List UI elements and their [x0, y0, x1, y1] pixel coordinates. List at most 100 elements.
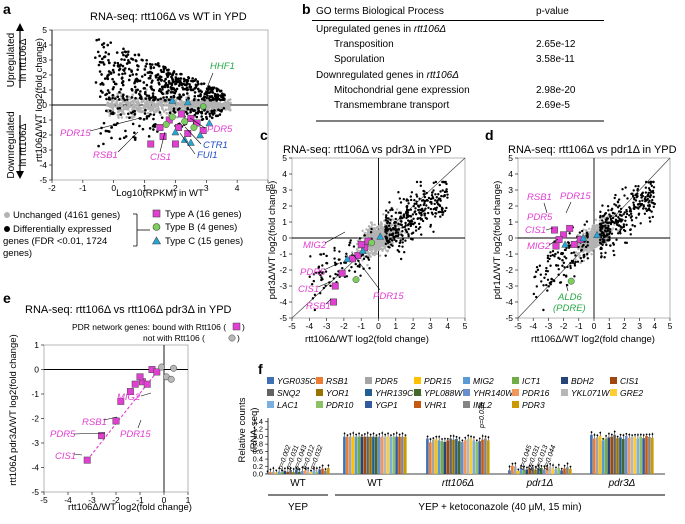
diff-dot: [98, 54, 101, 58]
diff-dot: [166, 83, 170, 87]
diff-dot: [417, 208, 420, 212]
diff-dot: [649, 182, 652, 186]
diff-dot: [539, 273, 543, 276]
diff-dot: [147, 114, 151, 118]
diff-dot: [389, 237, 392, 241]
diff-dot: [189, 87, 192, 91]
diff-dot: [184, 78, 187, 82]
diff-dot: [159, 68, 163, 72]
diff-dot: [645, 209, 649, 213]
diff-dot: [392, 236, 396, 240]
unchanged-dot: [596, 224, 599, 228]
type-a-point: [570, 240, 578, 248]
diff-dot: [604, 230, 607, 233]
diff-dot: [152, 98, 155, 102]
legend-swatch: [316, 401, 323, 408]
diff-dot: [359, 274, 362, 277]
diff-dot: [624, 186, 627, 189]
diff-dot: [111, 96, 114, 100]
diff-dot: [126, 53, 130, 56]
f-rep-dot: [292, 468, 295, 470]
diff-dot: [196, 82, 200, 86]
d-gene-rsb1: RSB1: [527, 192, 552, 203]
diff-dot: [434, 208, 438, 212]
diff-dot: [426, 211, 430, 215]
diff-dot: [370, 227, 373, 231]
diff-dot: [325, 254, 328, 258]
unchanged-dot: [187, 104, 191, 108]
f-y-tick-label: 1.2: [253, 425, 263, 434]
f-bar: [269, 472, 272, 474]
diff-dot: [407, 233, 410, 236]
y-tick-label: -3: [39, 145, 47, 155]
diff-dot: [559, 281, 563, 284]
up-label-line1: Upregulated: [6, 33, 17, 87]
diff-dot: [394, 221, 397, 224]
c-rsb1-leader: [325, 298, 332, 305]
go-pvalue: 2.69e-5: [536, 100, 570, 111]
diff-dot: [387, 211, 390, 214]
diff-dot: [98, 70, 102, 73]
f-rep-dot: [593, 433, 596, 436]
diff-dot: [102, 142, 105, 146]
f-cond-rtt106: rtt106Δ: [442, 478, 475, 489]
f-rep-dot: [599, 431, 602, 434]
e-mig2-leader: [140, 392, 152, 397]
go-pvalue: 2.65e-12: [536, 39, 576, 50]
legend-gene: YGR035C: [277, 376, 317, 386]
type-c-point: [343, 254, 352, 263]
diff-dot: [623, 194, 626, 197]
unchanged-dot: [132, 106, 135, 110]
diff-dot: [125, 98, 129, 101]
f-rep-dot: [398, 433, 401, 436]
diff-dot: [443, 190, 447, 194]
type-a-point: [338, 269, 346, 277]
diff-dot: [321, 264, 324, 267]
unchanged-dot: [613, 223, 616, 226]
unchanged-dot: [148, 104, 152, 108]
d-gene-pdr5: PDR5: [527, 212, 553, 223]
diff-dot: [604, 220, 607, 224]
diff-dot: [152, 117, 155, 121]
unchanged-dot: [370, 221, 374, 224]
go-term: Upregulated genes in rtt106Δ: [316, 24, 447, 35]
diff-dot: [105, 97, 108, 101]
diff-dot: [105, 92, 109, 96]
diff-dot: [417, 222, 421, 226]
diff-dot: [638, 200, 641, 203]
diff-dot: [196, 87, 200, 91]
bound-point: [83, 456, 91, 464]
diff-dot: [94, 56, 97, 59]
diff-dot: [218, 113, 222, 116]
diff-dot: [419, 180, 422, 184]
diff-dot: [127, 67, 131, 71]
diff-dot: [407, 234, 410, 238]
f-bar: [639, 436, 642, 474]
diff-dot: [650, 184, 654, 188]
diff-dot: [104, 129, 108, 133]
diff-dot: [163, 79, 166, 83]
unchanged-dot: [592, 231, 596, 234]
diff-dot: [200, 115, 203, 118]
go-pvalue: 2.98e-20: [536, 85, 576, 96]
diff-dot: [174, 89, 178, 93]
d-cis1-leader: [545, 227, 554, 231]
diff-dot: [125, 95, 129, 98]
diff-dot: [321, 271, 324, 275]
diff-dot: [401, 238, 405, 241]
c-gene-cis1: CIS1: [298, 284, 319, 295]
diff-dot: [628, 210, 632, 213]
diff-dot: [600, 222, 603, 225]
panel-d-title: RNA-seq: rtt106Δ vs pdr1Δ in YPD: [508, 144, 677, 156]
diff-dot: [394, 231, 398, 235]
x-tick-label: 3: [637, 321, 642, 331]
pdr5-leader: [189, 117, 206, 129]
type-c-point: [561, 240, 570, 248]
panel-e-xlabel: rtt106Δ/WT log2(fold change): [68, 502, 192, 513]
diff-dot: [409, 214, 412, 218]
diff-dot: [333, 249, 336, 252]
unchanged-dot: [350, 251, 354, 254]
diff-dot: [414, 229, 418, 232]
diff-dot: [387, 217, 390, 220]
diff-dot: [158, 111, 162, 114]
